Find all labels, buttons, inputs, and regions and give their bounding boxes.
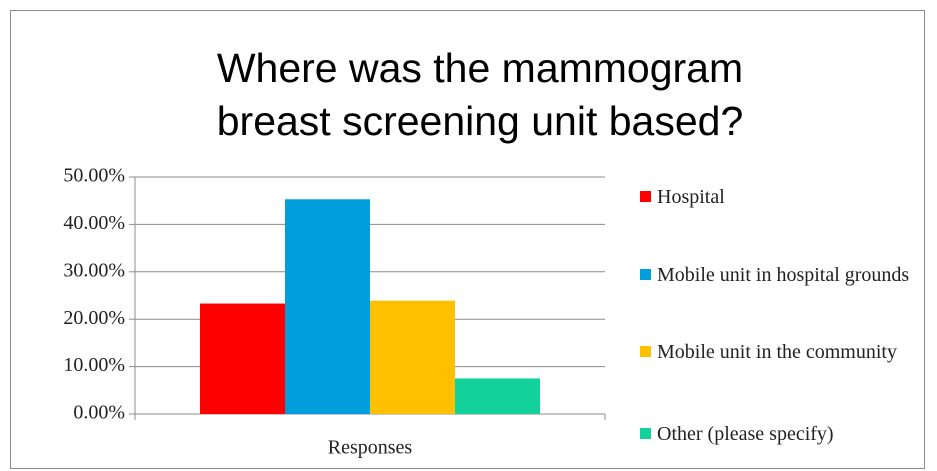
legend-swatch [640, 428, 651, 439]
legend-entry: Other (please specify) [640, 419, 925, 450]
legend-label: Hospital [657, 186, 725, 208]
legend-swatch [640, 191, 651, 202]
y-tick-label: 0.00% [73, 402, 125, 424]
legend-label: Other (please specify) [657, 423, 834, 445]
legend-entry: Hospital [640, 182, 925, 213]
bar [370, 300, 455, 414]
y-tick-label: 40.00% [63, 212, 125, 234]
y-tick-label: 30.00% [63, 259, 125, 281]
y-tick-label: 50.00% [63, 165, 125, 187]
legend-label: Mobile unit in hospital grounds [657, 264, 910, 286]
bar [455, 378, 540, 414]
y-tick-label: 20.00% [63, 307, 125, 329]
x-tick-label: Responses [328, 437, 413, 459]
legend-entry: Mobile unit in the community [640, 337, 925, 368]
legend-swatch [640, 269, 651, 280]
bar [285, 199, 370, 414]
legend-entry: Mobile unit in hospital grounds [640, 260, 925, 291]
y-tick-label: 10.00% [63, 354, 125, 376]
legend-label: Mobile unit in the community [657, 341, 897, 363]
bar [200, 303, 285, 414]
chart-frame [10, 10, 925, 469]
chart-title: Where was the mammogram breast screening… [216, 45, 744, 144]
legend-swatch [640, 346, 651, 357]
